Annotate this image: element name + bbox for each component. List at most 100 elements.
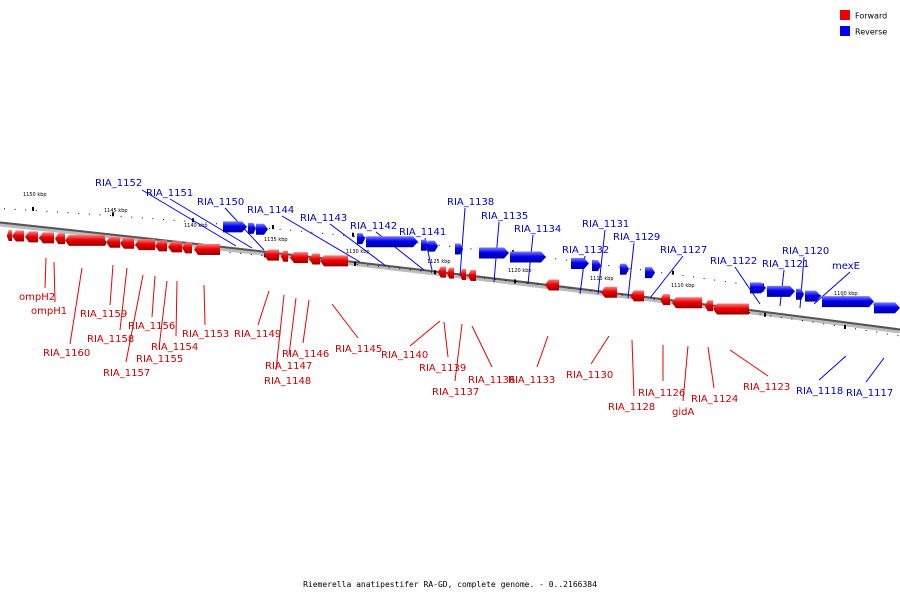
reverse-gene-label[interactable]: RIA_1118	[796, 386, 843, 397]
forward-leader-line	[331, 303, 359, 339]
reverse-gene-box[interactable]	[421, 239, 429, 251]
forward-gene-label[interactable]: RIA_1128	[608, 402, 655, 413]
reverse-gene-label[interactable]: RIA_1143	[300, 213, 347, 224]
forward-gene-box[interactable]	[320, 255, 348, 267]
reverse-gene-box[interactable]	[767, 285, 795, 297]
forward-gene-label[interactable]: ompH2	[19, 292, 55, 303]
forward-gene-box[interactable]	[447, 267, 454, 279]
reverse-gene-label[interactable]: RIA_1141	[399, 227, 446, 238]
forward-gene-box[interactable]	[660, 294, 670, 306]
forward-gene-label[interactable]: RIA_1139	[419, 363, 466, 374]
forward-gene-label[interactable]: RIA_1159	[80, 309, 127, 320]
reverse-gene-label[interactable]: RIA_1121	[762, 259, 809, 270]
scale-label: 1110 kbp	[671, 283, 695, 289]
reverse-gene-label[interactable]: RIA_1129	[613, 232, 660, 243]
forward-gene-box[interactable]	[55, 233, 65, 245]
forward-gene-box[interactable]	[705, 300, 713, 312]
reverse-gene-box[interactable]	[455, 243, 463, 255]
forward-gene-box[interactable]	[672, 297, 702, 309]
forward-gene-box[interactable]	[601, 286, 617, 298]
reverse-gene-label[interactable]: RIA_1132	[562, 245, 609, 256]
forward-gene-box[interactable]	[7, 230, 12, 242]
reverse-gene-label[interactable]: RIA_1138	[447, 197, 494, 208]
forward-gene-label[interactable]: RIA_1149	[234, 329, 281, 340]
reverse-gene-box[interactable]	[256, 223, 268, 235]
forward-gene-box[interactable]	[39, 232, 54, 244]
forward-gene-box[interactable]	[309, 253, 320, 265]
reverse-gene-label[interactable]: RIA_1117	[846, 388, 893, 399]
reverse-gene-box[interactable]	[645, 267, 655, 279]
forward-gene-box[interactable]	[281, 250, 288, 262]
reverse-gene-label[interactable]: RIA_1142	[350, 221, 397, 232]
forward-gene-box[interactable]	[713, 303, 749, 315]
forward-gene-box[interactable]	[182, 242, 192, 254]
forward-gene-label[interactable]: RIA_1136	[468, 375, 515, 386]
reverse-gene-label[interactable]: RIA_1134	[514, 224, 561, 235]
reverse-gene-label[interactable]: RIA_1150	[197, 197, 244, 208]
forward-gene-label[interactable]: RIA_1137	[432, 387, 479, 398]
forward-gene-label[interactable]: RIA_1156	[128, 321, 175, 332]
reverse-gene-label[interactable]: RIA_1120	[782, 246, 829, 257]
forward-gene-label[interactable]: RIA_1140	[381, 350, 428, 361]
reverse-gene-label[interactable]: RIA_1151	[146, 188, 193, 199]
reverse-gene-box[interactable]	[248, 222, 256, 234]
forward-gene-label[interactable]: RIA_1146	[282, 349, 329, 360]
forward-gene-box[interactable]	[460, 268, 466, 280]
reverse-gene-label[interactable]: mexE	[832, 261, 860, 272]
forward-gene-label[interactable]: RIA_1145	[335, 344, 382, 355]
reverse-gene-box[interactable]	[796, 288, 804, 300]
forward-gene-box[interactable]	[120, 237, 134, 249]
forward-gene-box[interactable]	[438, 266, 446, 278]
forward-gene-label[interactable]: RIA_1158	[87, 334, 134, 345]
forward-gene-label[interactable]: RIA_1153	[182, 329, 229, 340]
reverse-gene-label[interactable]: RIA_1122	[710, 256, 757, 267]
forward-gene-box[interactable]	[194, 244, 220, 256]
forward-gene-label[interactable]: RIA_1147	[265, 361, 312, 372]
forward-gene-label[interactable]: RIA_1123	[743, 382, 790, 393]
reverse-gene-box[interactable]	[357, 233, 365, 245]
forward-gene-box[interactable]	[468, 269, 476, 281]
reverse-gene-label[interactable]: RIA_1131	[582, 219, 629, 230]
reverse-gene-box[interactable]	[874, 302, 900, 314]
forward-gene-box[interactable]	[155, 240, 167, 252]
forward-gene-label[interactable]: ompH1	[31, 306, 67, 317]
forward-gene-label[interactable]: RIA_1160	[43, 348, 90, 359]
tick-dot	[152, 218, 154, 220]
forward-gene-box[interactable]	[12, 230, 24, 242]
forward-gene-box[interactable]	[290, 252, 308, 264]
reverse-gene-box[interactable]	[805, 290, 821, 302]
forward-gene-label[interactable]: gidA	[672, 407, 694, 418]
forward-gene-box[interactable]	[264, 249, 279, 261]
reverse-gene-label[interactable]: RIA_1152	[95, 178, 142, 189]
forward-gene-label[interactable]: RIA_1148	[264, 376, 311, 387]
reverse-gene-box[interactable]	[223, 221, 247, 233]
reverse-gene-box[interactable]	[750, 282, 766, 294]
forward-gene-label[interactable]: RIA_1154	[151, 342, 198, 353]
forward-gene-box[interactable]	[545, 279, 559, 291]
forward-gene-box[interactable]	[168, 241, 182, 253]
forward-gene-label[interactable]: RIA_1130	[566, 370, 613, 381]
reverse-gene-box[interactable]	[822, 296, 874, 308]
forward-gene-label[interactable]: RIA_1133	[508, 375, 555, 386]
forward-gene-box[interactable]	[65, 234, 105, 246]
forward-gene-label[interactable]: RIA_1124	[691, 394, 738, 405]
forward-leader-line	[288, 297, 297, 356]
reverse-gene-label[interactable]: RIA_1135	[481, 211, 528, 222]
reverse-gene-box[interactable]	[571, 257, 589, 269]
forward-gene-label[interactable]: RIA_1155	[136, 354, 183, 365]
forward-gene-box[interactable]	[106, 236, 120, 248]
forward-gene-box[interactable]	[25, 231, 38, 243]
reverse-gene-box[interactable]	[479, 247, 509, 259]
reverse-gene-box[interactable]	[620, 263, 629, 275]
forward-leader-line	[257, 290, 270, 326]
forward-gene-label[interactable]: RIA_1126	[638, 388, 685, 399]
reverse-gene-label[interactable]: RIA_1144	[247, 205, 294, 216]
reverse-gene-box[interactable]	[510, 251, 546, 263]
reverse-gene-box[interactable]	[592, 260, 601, 272]
forward-gene-box[interactable]	[135, 239, 155, 251]
reverse-gene-label[interactable]: RIA_1127	[660, 245, 707, 256]
forward-gene-label[interactable]: RIA_1157	[103, 368, 150, 379]
forward-gene-box[interactable]	[630, 290, 644, 302]
reverse-gene-box[interactable]	[366, 236, 418, 248]
reverse-gene-box[interactable]	[428, 240, 438, 252]
